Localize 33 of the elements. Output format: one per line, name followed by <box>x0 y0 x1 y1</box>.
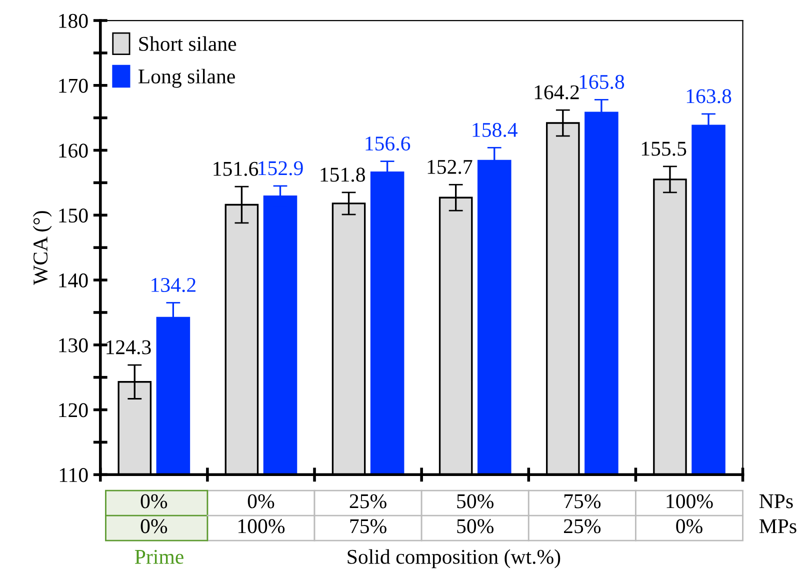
y-tick-label: 110 <box>60 468 88 482</box>
y-tick-label: 130 <box>59 338 88 352</box>
data-label: 152.7 <box>428 160 472 174</box>
data-label: 165.8 <box>580 74 624 90</box>
text: MPs <box>759 519 796 534</box>
data-label: 156.6 <box>366 136 410 151</box>
y-tick-label: 170 <box>59 78 88 93</box>
data-label: 124.3 <box>106 340 151 354</box>
x-tick-label: 25% 75% <box>350 494 386 534</box>
y-tick-label: 140 <box>59 273 88 288</box>
text: NPs <box>759 494 793 508</box>
y-axis-title: WCA (°) <box>32 211 52 285</box>
data-label: 134.2 <box>152 278 196 292</box>
x-tick-label: 75% 25% <box>564 494 601 534</box>
data-label: 151.8 <box>320 168 365 182</box>
data-label: 164.2 <box>534 85 579 100</box>
x-tick-label: 100% 0% <box>666 494 713 534</box>
y-tick-label: 120 <box>59 403 88 418</box>
text: Prime <box>134 550 184 564</box>
data-label: 163.8 <box>686 89 732 104</box>
data-label: 155.5 <box>642 142 686 156</box>
x-tick-label: 0% 100% <box>238 494 285 534</box>
x-tick-label: 50% 50% <box>457 494 494 534</box>
x-tick-label: 0% 0% <box>140 494 168 534</box>
y-tick-label: 180 <box>59 14 88 28</box>
data-label: 152.9 <box>258 161 303 176</box>
legend-label: Long silane <box>138 68 235 88</box>
y-tick-label: 160 <box>59 144 88 158</box>
data-label: 151.6 <box>214 162 258 176</box>
x-axis-title: Solid composition (wt.%) <box>348 549 560 568</box>
legend-label: Short silane <box>139 36 236 51</box>
y-tick-label: 150 <box>59 208 88 223</box>
data-label: 158.4 <box>472 122 518 138</box>
